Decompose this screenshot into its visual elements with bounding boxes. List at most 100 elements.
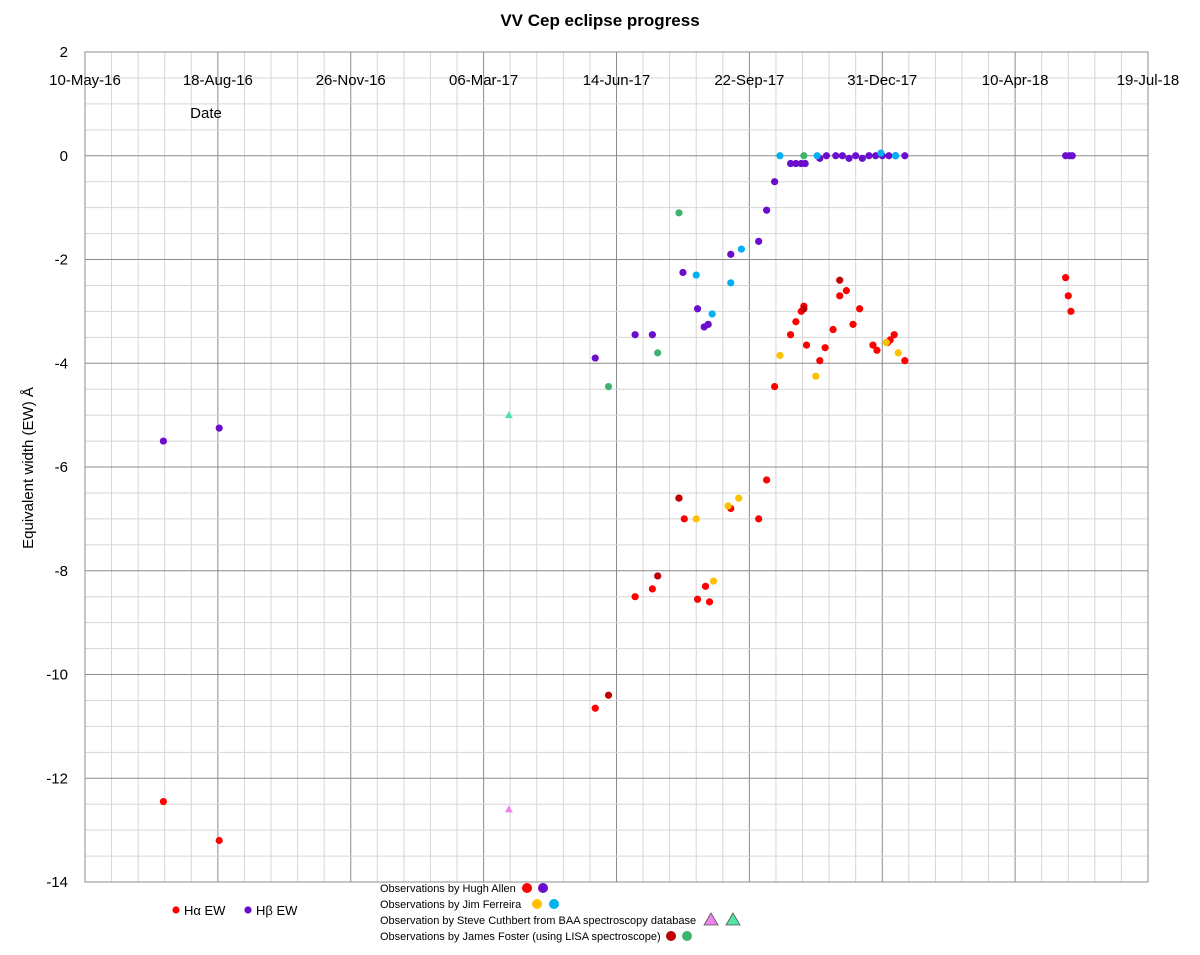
x-tick-label: 10-May-16 bbox=[49, 72, 121, 89]
data-point bbox=[755, 237, 763, 245]
data-point bbox=[872, 152, 880, 160]
data-point bbox=[877, 149, 885, 157]
observer-note-marker-triangle bbox=[703, 912, 719, 926]
data-point bbox=[680, 515, 688, 523]
data-point bbox=[816, 357, 824, 365]
data-point bbox=[692, 515, 700, 523]
x-tick-label: 18-Aug-16 bbox=[183, 72, 253, 89]
observer-note-marker bbox=[666, 931, 676, 941]
data-point bbox=[873, 346, 881, 354]
x-tick-label: 22-Sep-17 bbox=[714, 72, 784, 89]
data-point bbox=[693, 305, 702, 313]
y-tick-label: -14 bbox=[46, 874, 68, 891]
observer-note-text: Observations by Jim Ferreira bbox=[380, 899, 522, 911]
data-point bbox=[856, 305, 864, 313]
data-point bbox=[771, 382, 779, 391]
x-axis-title: Date bbox=[190, 105, 222, 122]
data-point-triangle bbox=[504, 805, 513, 813]
data-point bbox=[692, 271, 700, 279]
y-axis-title: Equivalent width (EW) Å bbox=[20, 387, 37, 549]
data-point bbox=[648, 585, 656, 593]
data-point bbox=[737, 245, 746, 253]
data-point bbox=[890, 331, 898, 339]
legend-label: Hα EW bbox=[184, 903, 226, 918]
data-point bbox=[829, 325, 837, 334]
data-point bbox=[869, 341, 877, 349]
data-point bbox=[838, 152, 846, 160]
data-point bbox=[849, 320, 857, 328]
data-point bbox=[648, 331, 656, 339]
data-point bbox=[675, 494, 683, 502]
data-point bbox=[763, 206, 771, 214]
data-point bbox=[679, 268, 687, 277]
observer-note-marker bbox=[532, 899, 542, 909]
data-point bbox=[771, 178, 779, 186]
data-point bbox=[159, 437, 167, 445]
data-point bbox=[812, 372, 820, 380]
data-point bbox=[845, 154, 853, 162]
data-point bbox=[709, 577, 718, 585]
data-point bbox=[701, 582, 710, 590]
x-tick-label: 14-Jun-17 bbox=[583, 72, 651, 89]
observer-note-marker bbox=[522, 883, 532, 893]
y-tick-label: -8 bbox=[55, 563, 68, 580]
data-point bbox=[1064, 292, 1072, 300]
data-point bbox=[1068, 152, 1076, 160]
data-point bbox=[786, 159, 795, 168]
data-point bbox=[591, 704, 599, 712]
data-point-triangle bbox=[504, 411, 513, 419]
observer-note-text: Observations by Hugh Allen bbox=[380, 883, 516, 895]
observer-notes: Observations by Hugh Allen Observations b… bbox=[380, 883, 741, 943]
data-point bbox=[591, 354, 599, 362]
data-point bbox=[735, 494, 743, 502]
data-point bbox=[832, 152, 840, 160]
data-point bbox=[891, 152, 900, 160]
data-point bbox=[215, 836, 223, 845]
observer-note-marker bbox=[538, 883, 548, 893]
y-tick-label: -2 bbox=[55, 252, 68, 269]
data-point bbox=[654, 572, 662, 580]
data-point bbox=[654, 349, 662, 357]
data-point bbox=[836, 292, 844, 300]
data-point bbox=[800, 305, 808, 313]
data-point bbox=[631, 331, 639, 339]
data-point bbox=[822, 152, 831, 160]
observer-note-marker bbox=[549, 899, 559, 909]
x-tick-label: 10-Apr-18 bbox=[982, 72, 1049, 89]
grid bbox=[84, 51, 1149, 883]
data-point bbox=[894, 349, 902, 357]
data-point bbox=[159, 797, 167, 806]
data-point bbox=[604, 382, 613, 391]
plot-border bbox=[84, 51, 1149, 883]
data-point bbox=[792, 159, 800, 168]
observer-note-text: Observation by Steve Cuthbert from BAA s… bbox=[380, 915, 696, 927]
data-points bbox=[159, 149, 1076, 845]
y-tick-label: -10 bbox=[46, 667, 68, 684]
legend-marker bbox=[172, 906, 180, 914]
data-point bbox=[776, 152, 784, 160]
data-point bbox=[852, 152, 860, 160]
data-point bbox=[865, 152, 873, 160]
y-tick-label: -12 bbox=[46, 770, 68, 787]
observer-note-marker bbox=[682, 931, 692, 941]
chart-title: VV Cep eclipse progress bbox=[500, 11, 699, 30]
data-point bbox=[776, 351, 784, 360]
data-point bbox=[727, 279, 735, 287]
observer-note-marker-triangle bbox=[725, 912, 741, 926]
data-point bbox=[727, 250, 735, 258]
data-point bbox=[693, 595, 702, 603]
data-point bbox=[763, 476, 771, 484]
data-point bbox=[705, 598, 714, 606]
data-point bbox=[1067, 307, 1075, 315]
data-point bbox=[821, 344, 829, 352]
data-point bbox=[724, 502, 732, 510]
x-tick-label: 06-Mar-17 bbox=[449, 72, 518, 89]
data-point bbox=[802, 341, 811, 349]
data-point bbox=[813, 152, 821, 160]
data-point bbox=[842, 287, 850, 295]
x-tick-label: 31-Dec-17 bbox=[847, 72, 917, 89]
legend-marker bbox=[244, 906, 252, 914]
